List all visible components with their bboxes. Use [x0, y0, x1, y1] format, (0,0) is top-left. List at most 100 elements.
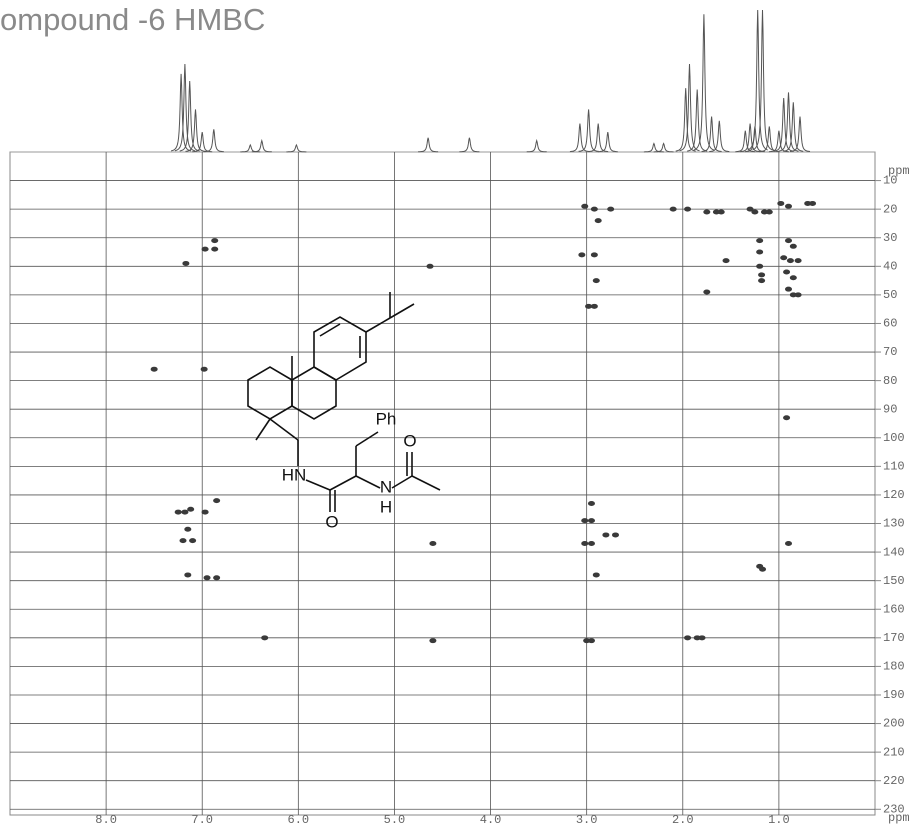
y-tick-label: 130 — [883, 517, 905, 531]
projection-peak — [773, 97, 794, 152]
cross-peak — [783, 415, 791, 421]
atom-label: H — [380, 497, 392, 516]
projection-peak — [643, 142, 664, 153]
x-tick-label: 4.0 — [480, 813, 502, 827]
y-tick-label: 70 — [883, 345, 897, 359]
bond — [365, 317, 391, 333]
y-tick-label: 60 — [883, 317, 897, 331]
cross-peak — [712, 209, 720, 215]
bond — [391, 475, 413, 489]
bond — [329, 475, 357, 491]
atom-label: Ph — [376, 409, 397, 428]
cross-peak — [669, 206, 677, 212]
projection-peak — [203, 129, 224, 153]
cross-peak — [756, 249, 764, 255]
x-tick-label: 5.0 — [384, 813, 406, 827]
projection-peak — [693, 14, 715, 151]
structure: Ph O HN N H O — [247, 292, 441, 531]
atom-label: O — [403, 431, 416, 450]
x-axis-label: ppm — [888, 811, 910, 825]
cross-peak — [581, 203, 589, 209]
y-tick-label: 230 — [883, 802, 905, 816]
cross-peak — [789, 243, 797, 249]
bond — [305, 479, 331, 491]
projection-peak — [286, 143, 307, 153]
cross-peak — [759, 566, 767, 572]
cross-peak — [758, 278, 766, 284]
projection-peak — [418, 137, 439, 153]
cross-peak — [786, 258, 794, 264]
projection-peak — [185, 109, 206, 152]
projection-peak — [735, 130, 756, 153]
cross-peak — [201, 246, 209, 252]
cross-peak — [187, 506, 195, 512]
cross-peak — [722, 258, 730, 264]
y-tick-label: 170 — [883, 631, 905, 645]
bond — [355, 431, 379, 447]
cross-peak — [189, 538, 197, 544]
y-tick-label: 150 — [883, 574, 905, 588]
cross-peak — [794, 292, 802, 298]
y-tick-label: 100 — [883, 431, 905, 445]
cross-peak — [785, 541, 792, 547]
cross-peak — [698, 635, 706, 641]
projection-peak — [526, 138, 547, 153]
x-tick-label: 8.0 — [95, 813, 117, 827]
cross-peak — [213, 498, 221, 504]
cross-peak — [783, 269, 791, 275]
cross-peak — [211, 246, 219, 252]
projection-peak — [588, 123, 609, 153]
atom-label: N — [380, 477, 392, 496]
y-tick-label: 20 — [883, 202, 897, 216]
y-tick-label: 160 — [883, 602, 905, 616]
cross-peak — [426, 263, 434, 269]
cross-peak — [578, 252, 586, 258]
cross-peak — [756, 263, 764, 269]
bond — [319, 323, 341, 337]
projection-peak — [740, 123, 761, 153]
cross-peak — [592, 572, 600, 578]
cross-peak — [607, 206, 615, 212]
cross-peak — [587, 501, 595, 507]
cross-peak — [182, 260, 190, 266]
projection-peak — [171, 73, 192, 152]
projection-peak — [747, 9, 768, 151]
y-tick-label: 40 — [883, 259, 897, 273]
cross-peak — [213, 575, 221, 581]
projection-peak — [597, 132, 618, 153]
atom-label: O — [325, 512, 338, 531]
plot-frame — [9, 151, 876, 816]
cross-peak — [594, 218, 602, 224]
cross-peak — [587, 518, 595, 524]
cross-peak — [174, 509, 182, 515]
cross-peak — [583, 638, 591, 644]
cross-peak — [587, 638, 595, 644]
atom-label: HN — [282, 465, 307, 484]
projection-peak — [459, 137, 480, 153]
cross-peak — [785, 286, 792, 292]
y-tick-label: 50 — [883, 288, 897, 302]
cross-peak — [150, 366, 158, 372]
cross-peak — [261, 635, 269, 641]
projection-peak — [701, 116, 722, 152]
cross-peak — [794, 258, 802, 264]
bond — [269, 418, 299, 441]
bond — [389, 303, 415, 319]
cross-peak — [585, 303, 593, 309]
cross-peak — [765, 209, 773, 215]
projection-peak — [179, 80, 200, 152]
cross-peak — [809, 200, 817, 206]
x-tick-label: 6.0 — [288, 813, 310, 827]
cross-peak — [211, 238, 219, 244]
y-tick-label: 30 — [883, 231, 897, 245]
cross-peak — [684, 635, 692, 641]
y-tick-label: 190 — [883, 688, 905, 702]
x-tick-label: 2.0 — [672, 813, 694, 827]
projection-peak — [783, 102, 804, 152]
chart-title: ompound -6 HMBC — [0, 2, 265, 37]
projection-peak — [789, 116, 811, 152]
y-tick-label: 180 — [883, 660, 905, 674]
cross-peak — [777, 200, 785, 206]
y-tick-label: 90 — [883, 402, 897, 416]
projection-peak — [578, 109, 599, 152]
